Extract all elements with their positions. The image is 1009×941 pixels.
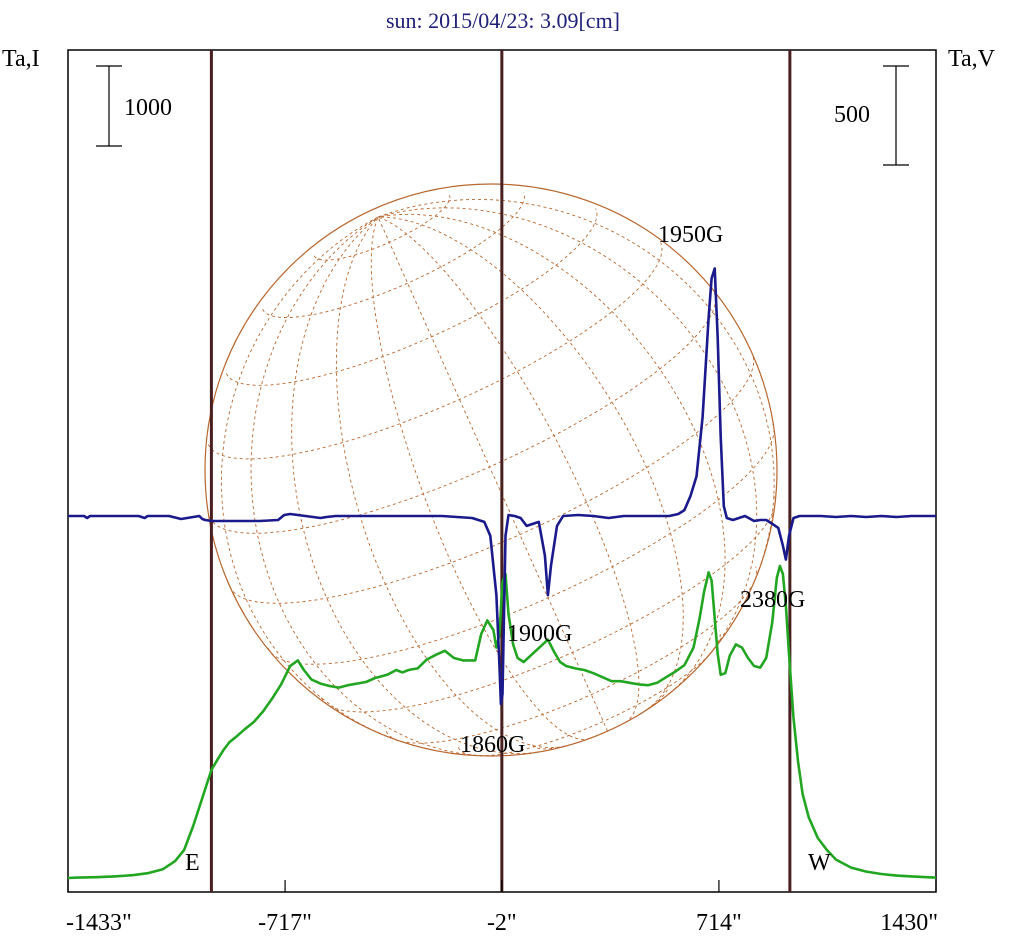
longitude-line [291,216,538,755]
latitude-line [385,566,758,744]
latitude-line [262,192,525,318]
limb-label-west: W [808,850,831,876]
longitude-line [377,198,775,582]
disk-outline [204,183,778,757]
longitude-line [377,216,684,711]
series-lines [67,267,937,880]
scale-bar-left: 1000 [96,65,172,147]
scale-bar-left-label: 1000 [124,95,172,121]
latitude-line [229,353,755,604]
x-tick-label: 1430" [880,910,938,936]
latitude-line [320,495,776,713]
annotation-label: 2380G [740,587,805,613]
latitude-line [226,208,598,386]
limb-label-east: E [185,850,200,876]
series-intensity-line [67,564,937,880]
annotations: 1950G 1900G 2380G 1860G [460,222,805,758]
solar-disk-grid [204,183,778,757]
latitude-line [209,291,716,534]
scale-bar-right-label: 500 [834,102,870,128]
chart-title: sun: 2015/04/23: 3.09[cm] [386,8,620,33]
series-polarization-line [68,267,936,706]
y-axis-right-label: Ta,V [948,46,996,72]
longitude-line [377,213,726,694]
x-tick-label: -1433" [66,910,132,936]
latitude-line [207,242,663,460]
annotation-label: 1900G [507,621,572,647]
longitude-line [377,216,609,732]
x-ticks: -1433" -717" -2" 714" 1430" [66,880,938,936]
x-tick-label: -2" [487,910,517,936]
longitude-line [370,216,591,740]
longitude-line [335,216,566,749]
x-tick-label: 714" [696,910,742,936]
longitude-line [377,216,640,724]
annotation-label: 1950G [658,222,723,248]
annotation-label: 1860G [460,732,525,758]
latitude-line [532,684,669,750]
y-axis-left-label: Ta,I [2,46,40,72]
vertical-markers [209,50,792,892]
longitude-line [220,216,398,741]
x-tick-label: -717" [258,910,312,936]
scale-bar-right: 500 [834,65,909,166]
